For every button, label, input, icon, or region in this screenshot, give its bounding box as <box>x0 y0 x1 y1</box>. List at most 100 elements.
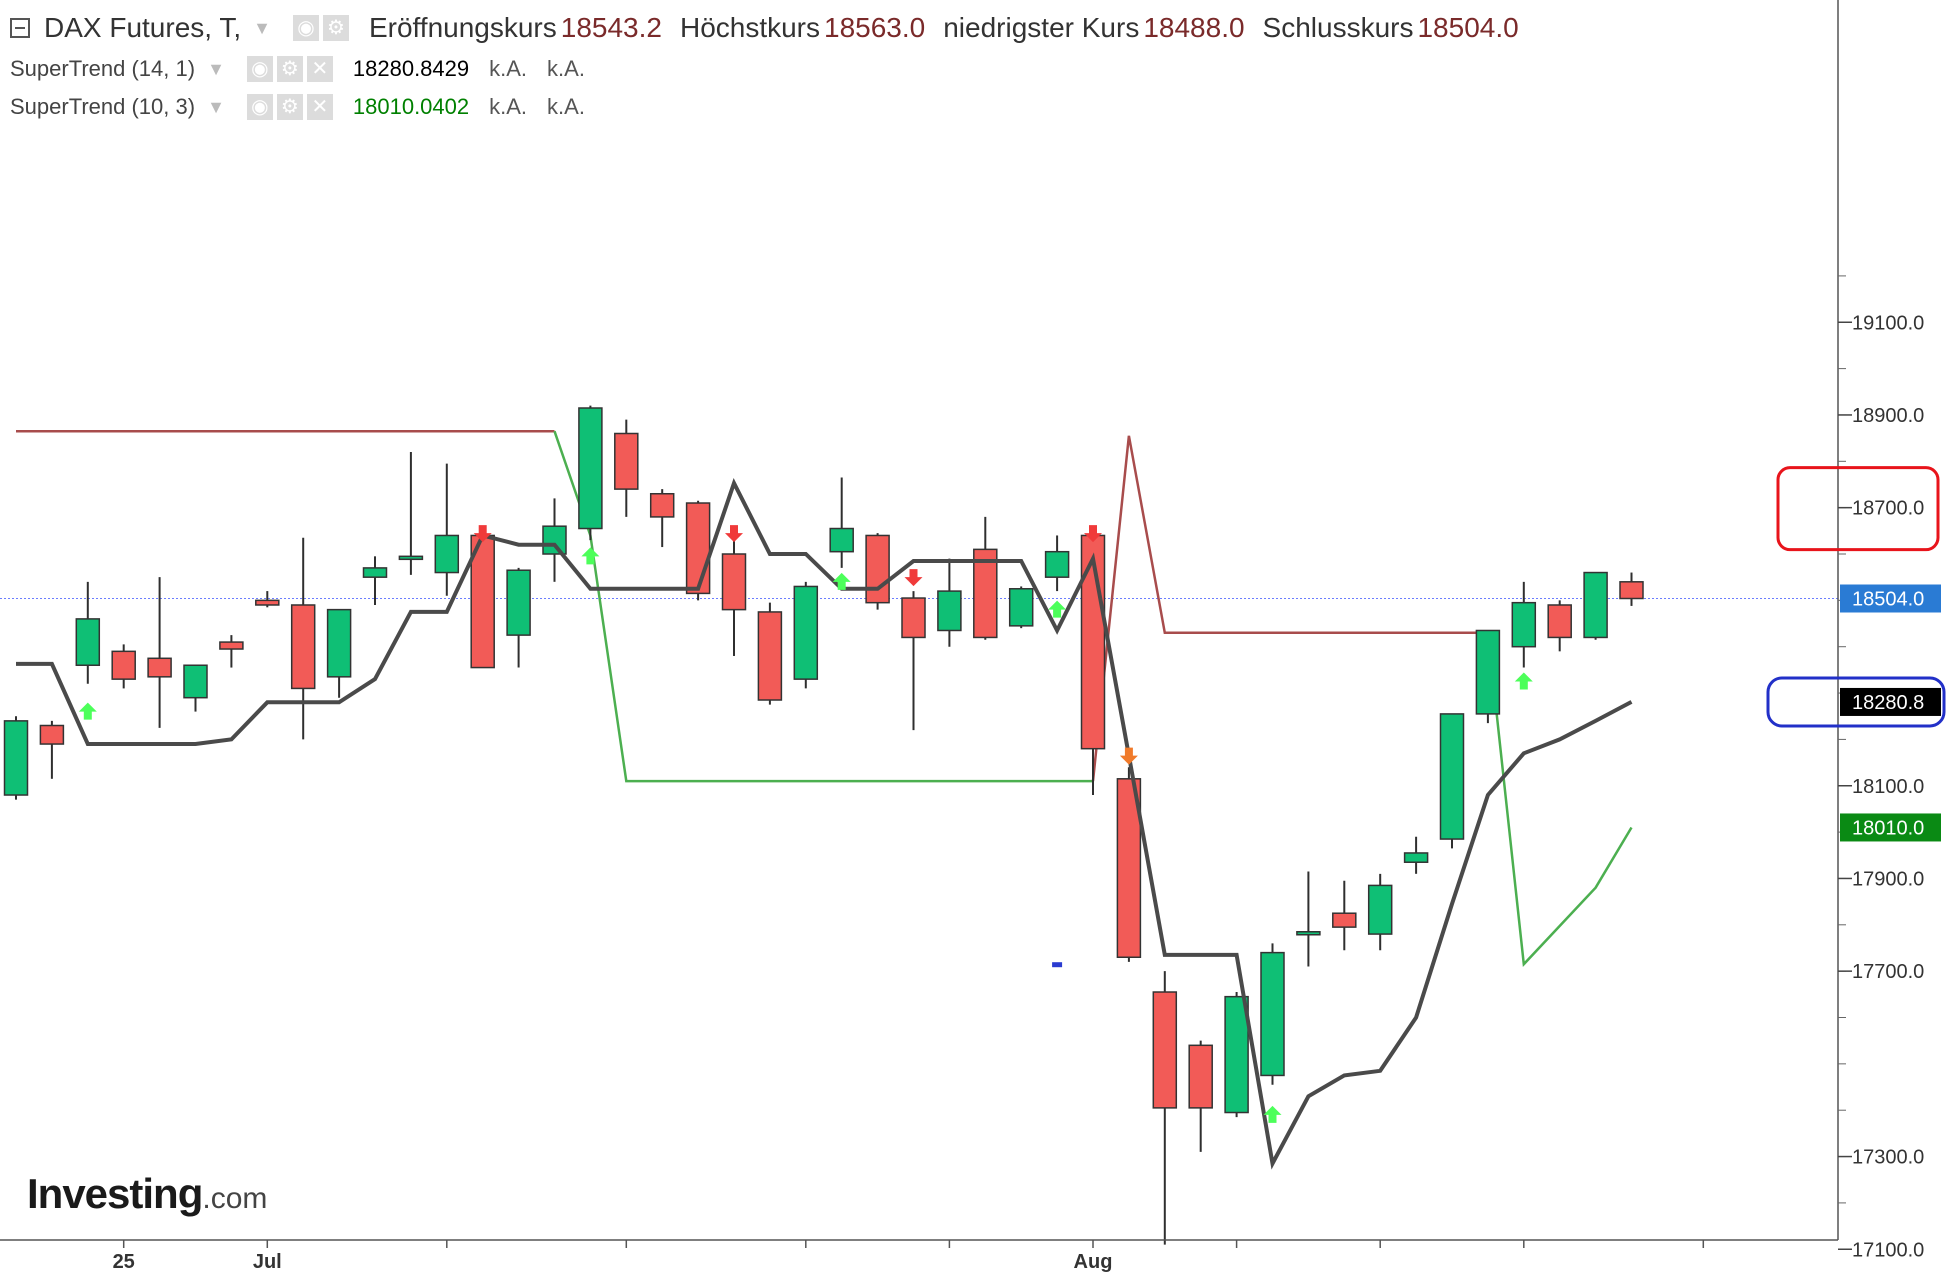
candle[interactable] <box>75 581 101 684</box>
y-tick-label: 18100.0 <box>1852 776 1924 798</box>
signal-arrow-up-icon <box>581 547 600 565</box>
indicator-name[interactable]: SuperTrend (14, 1) <box>10 56 196 81</box>
supertrend-slow-up-line <box>553 430 1093 783</box>
candle[interactable] <box>1116 767 1142 962</box>
candle[interactable] <box>290 537 316 740</box>
y-tick-label: 17100.0 <box>1852 1239 1924 1261</box>
signal-arrow-up-icon <box>1514 672 1533 690</box>
candle-body <box>649 492 675 518</box>
collapse-icon[interactable] <box>10 18 30 38</box>
candle[interactable] <box>1511 581 1537 668</box>
price-label-fast-text: 18280.8 <box>1852 692 1924 714</box>
candle[interactable] <box>1547 600 1572 652</box>
candle[interactable] <box>219 635 244 668</box>
candle[interactable] <box>1583 571 1608 640</box>
candle[interactable] <box>757 602 783 705</box>
instrument-title[interactable]: DAX Futures, T, <box>44 12 242 43</box>
candle-body <box>614 432 639 490</box>
candle-body <box>757 611 783 701</box>
candle[interactable] <box>506 567 531 668</box>
candle-body <box>793 585 819 680</box>
candle-body <box>721 553 747 611</box>
highlight-box-red <box>1776 466 1940 552</box>
candle[interactable] <box>901 591 926 731</box>
open-label: Eröffnungskurs <box>368 12 557 43</box>
candle[interactable] <box>973 516 998 640</box>
chevron-down-icon[interactable]: ▼ <box>253 17 271 38</box>
candle[interactable] <box>147 577 172 728</box>
indicator-na: k.A. <box>547 56 585 81</box>
gear-icon[interactable]: ⚙ <box>322 15 349 41</box>
y-tick-label: 17300.0 <box>1852 1147 1924 1169</box>
candle[interactable] <box>721 535 747 656</box>
logo-brand: Investing <box>27 1170 203 1217</box>
candle[interactable] <box>1619 572 1644 606</box>
candle[interactable] <box>1367 873 1393 951</box>
candle[interactable] <box>398 452 424 575</box>
gear-icon[interactable]: ⚙ <box>276 56 303 82</box>
candle[interactable] <box>1224 992 1249 1118</box>
x-tick-label: 25 <box>113 1251 135 1273</box>
candle-body <box>147 657 172 678</box>
candle[interactable] <box>183 664 208 712</box>
candle[interactable] <box>362 556 388 605</box>
candle[interactable] <box>3 716 29 800</box>
close-icon[interactable]: ✕ <box>306 56 333 82</box>
candle[interactable] <box>255 591 280 608</box>
indicator-na: k.A. <box>547 94 585 119</box>
candle-body <box>111 650 136 680</box>
candle[interactable] <box>1260 943 1285 1085</box>
candle[interactable] <box>578 405 603 541</box>
candle[interactable] <box>1439 713 1465 849</box>
marker <box>1052 962 1063 968</box>
candle[interactable] <box>1296 871 1321 967</box>
price-label-last-text: 18504.0 <box>1852 589 1924 611</box>
candle[interactable] <box>326 608 352 698</box>
candle-body <box>1583 571 1608 639</box>
candle[interactable] <box>470 534 495 669</box>
candle[interactable] <box>829 477 854 568</box>
candle[interactable] <box>1475 629 1501 724</box>
candle[interactable] <box>1332 880 1357 951</box>
candle[interactable] <box>111 644 136 689</box>
y-tick-label: 18900.0 <box>1852 405 1924 427</box>
close-icon[interactable]: ✕ <box>306 94 333 120</box>
candle[interactable] <box>649 489 675 548</box>
candle[interactable] <box>1044 535 1070 592</box>
gear-icon[interactable]: ⚙ <box>276 94 303 120</box>
candle[interactable] <box>39 720 65 779</box>
candle[interactable] <box>1152 971 1178 1245</box>
candle[interactable] <box>1403 836 1429 874</box>
highlight-box-blue <box>1766 676 1946 728</box>
candle-body <box>1439 713 1465 840</box>
candle-body <box>1008 588 1034 627</box>
candle[interactable] <box>937 558 962 647</box>
candle-body <box>362 567 388 578</box>
indicator-na: k.A. <box>489 56 528 81</box>
candle-body <box>219 641 244 650</box>
signal-arrow-down-icon <box>904 569 923 587</box>
eye-icon[interactable]: ◉ <box>246 56 273 82</box>
candle[interactable] <box>1008 586 1034 629</box>
candle-body <box>1332 912 1357 928</box>
candle[interactable] <box>614 419 639 517</box>
candle[interactable] <box>542 498 567 582</box>
y-tick-label: 18700.0 <box>1852 498 1924 520</box>
ohlc-header: DAX Futures, T, ▼ ◉ ⚙ Eröffnungskurs 185… <box>10 6 1537 50</box>
candle-body <box>1511 601 1537 648</box>
chevron-down-icon[interactable]: ▼ <box>207 58 225 79</box>
indicator-name[interactable]: SuperTrend (10, 3) <box>10 94 196 119</box>
candle[interactable] <box>865 533 890 610</box>
indicator-na: k.A. <box>489 94 528 119</box>
candle[interactable] <box>434 463 460 596</box>
candle-body <box>937 590 962 632</box>
chevron-down-icon[interactable]: ▼ <box>207 96 225 117</box>
eye-icon[interactable]: ◉ <box>292 15 319 41</box>
candle[interactable] <box>1188 1040 1213 1152</box>
candle[interactable] <box>793 581 819 689</box>
candle-body <box>865 534 890 604</box>
eye-icon[interactable]: ◉ <box>246 94 273 120</box>
logo-tld: .com <box>202 1182 268 1215</box>
